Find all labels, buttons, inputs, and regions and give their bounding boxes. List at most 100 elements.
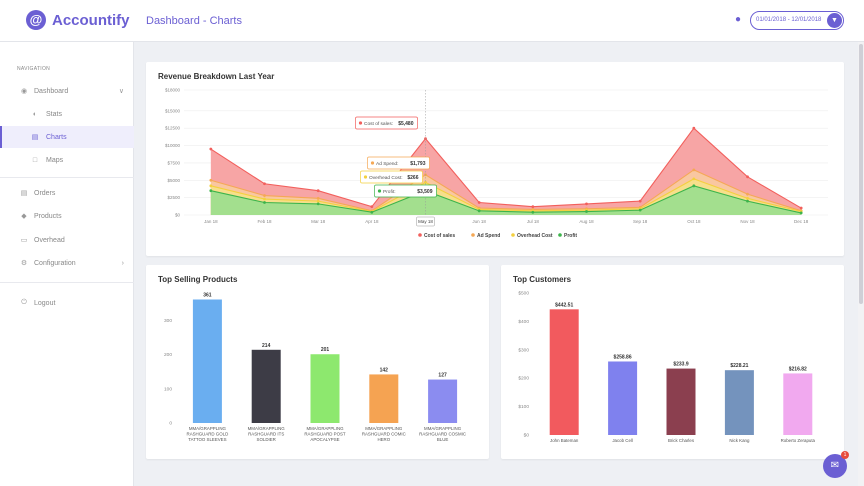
sidebar-item-orders[interactable]: ▤ Orders (0, 182, 134, 204)
x-tick-label: Apr 18 (365, 219, 379, 224)
data-label: 201 (321, 347, 330, 353)
chevron-down-icon[interactable]: ▼ (827, 13, 842, 28)
series-area (210, 128, 802, 215)
sidebar-item-maps[interactable]: □ Maps (0, 149, 134, 171)
sidebar-item-label: Maps (46, 156, 64, 164)
legend-label: Cost of sales (424, 233, 455, 239)
category-label: RASHGUARD ITS (248, 432, 284, 437)
legend-marker (558, 233, 562, 237)
bar (310, 354, 340, 423)
tooltip-marker (370, 161, 375, 165)
tooltip-marker (358, 121, 363, 125)
sidebar-item-label: Logout (34, 299, 56, 307)
y-tick-label: $200 (518, 376, 529, 382)
data-label: $216.82 (789, 366, 807, 372)
y-tick-label: $400 (518, 319, 529, 325)
page-title: Dashboard - Charts (146, 15, 242, 27)
data-label: $228.21 (730, 363, 748, 369)
dashboard-icon: ◉ (20, 88, 28, 95)
tooltip-entry: Profit: $3,509 (374, 184, 437, 198)
sidebar-item-dashboard[interactable]: ◉ Dashboard ∨ (0, 80, 134, 102)
data-point (209, 189, 213, 193)
chat-badge: 1 (841, 451, 849, 459)
tooltip-entry: Overhead Cost: $266 (360, 170, 423, 184)
top-customers-chart[interactable]: $0 $100 $200 $300 $400 $500 $442.51 John Batema… (501, 265, 844, 459)
data-point (746, 175, 749, 179)
bar-chart-icon: ▤ (31, 134, 39, 141)
y-tick-label: $0 (524, 433, 530, 439)
series-line (210, 178, 802, 213)
sidebar-item-stats[interactable]: ◐ Stats (0, 103, 134, 125)
y-tick-label: $5000 (167, 178, 180, 183)
sidebar-item-products[interactable]: ◆ Products (0, 205, 134, 227)
data-point (263, 201, 266, 204)
tooltip-box (355, 116, 418, 130)
data-point (263, 194, 266, 197)
tooltip-entry: Cost of sales: $5,480 (355, 116, 418, 130)
y-tick-label: $10000 (165, 143, 181, 148)
data-point (692, 168, 696, 172)
data-point (746, 196, 749, 200)
data-label: $233.9 (673, 362, 689, 368)
data-label: 361 (203, 293, 212, 299)
data-point (692, 184, 696, 188)
sidebar: NAVIGATION ◉ Dashboard ∨ ◐ Stats ▤ Chart… (0, 42, 134, 486)
y-tick-label: $100 (518, 404, 529, 410)
y-tick-label: $2500 (167, 195, 180, 200)
data-point (585, 202, 588, 206)
top-customers-card: Top Customers $0 $100 $200 $300 $400 $500 $442… (501, 265, 844, 459)
legend-label: Ad Spend (477, 233, 500, 239)
category-label: MMA/GRAPPLING (189, 426, 227, 431)
date-range-value: 01/01/2018 - 12/01/2018 (756, 17, 822, 23)
sidebar-item-configuration[interactable]: ⚙ Configuration › (0, 252, 134, 274)
bar (783, 373, 813, 435)
tooltip-label: Ad Spend: (376, 161, 398, 167)
tooltip-value: $5,480 (398, 121, 414, 127)
tooltip-box (374, 184, 437, 198)
legend-label: Profit (564, 233, 577, 239)
brand[interactable]: @ Accountify (26, 10, 130, 30)
sidebar-item-logout[interactable]: ⏻ Logout (0, 292, 134, 314)
sidebar-item-label: Dashboard (34, 87, 69, 95)
card-title: Top Customers (513, 275, 572, 284)
category-label: TATTOO SLEEVES (188, 437, 226, 442)
tooltip-marker (363, 175, 368, 179)
category-label: Roberto Zeraputa (781, 438, 816, 443)
data-point (531, 210, 535, 214)
y-tick-label: $15000 (165, 108, 181, 113)
legend-marker (511, 233, 515, 237)
sidebar-item-overhead[interactable]: ▭ Overhead (0, 229, 134, 251)
sidebar-item-label: Charts (46, 133, 67, 141)
sidebar-item-label: Orders (34, 189, 56, 197)
page-scrollbar-thumb[interactable] (859, 44, 863, 304)
legend-marker (471, 233, 475, 237)
bell-icon[interactable]: ● (735, 14, 742, 25)
revenue-chart[interactable]: $0 $2500 $5000 $7500 $10000 $12500 $15000 $1800… (146, 62, 844, 256)
category-label: BLUE (437, 437, 449, 442)
top-bar: @ Accountify Dashboard - Charts ● 01/01/… (0, 0, 864, 42)
data-point (316, 189, 320, 193)
sidebar-item-charts[interactable]: ▤ Charts (0, 126, 134, 148)
tooltip-label: Overhead Cost: (369, 175, 403, 181)
category-label: John Bateman (550, 438, 579, 443)
category-label: RASHGUARD COSMIC (419, 432, 466, 437)
x-tick-label: Sep 18 (633, 219, 648, 224)
category-label: MMA/GRAPPLING (306, 426, 344, 431)
data-point (638, 208, 642, 212)
x-tick-label: Jan 18 (204, 219, 218, 224)
date-range-picker[interactable]: 01/01/2018 - 12/01/2018 ▼ (750, 11, 844, 30)
series-line (210, 127, 802, 209)
category-label: Nick Kang (729, 438, 750, 443)
series-line (210, 169, 802, 212)
tooltip-value: $266 (407, 175, 418, 181)
x-tick-label: Oct 18 (687, 219, 701, 224)
nav-section-title: NAVIGATION (17, 66, 51, 72)
category-label: RASHGUARD COMIC (362, 432, 406, 437)
sidebar-divider (0, 177, 134, 178)
data-point (370, 205, 374, 209)
sidebar-item-label: Overhead (34, 236, 65, 244)
bar (192, 299, 222, 423)
x-tick-label: Jul 18 (527, 219, 540, 224)
sidebar-item-label: Products (34, 212, 62, 220)
